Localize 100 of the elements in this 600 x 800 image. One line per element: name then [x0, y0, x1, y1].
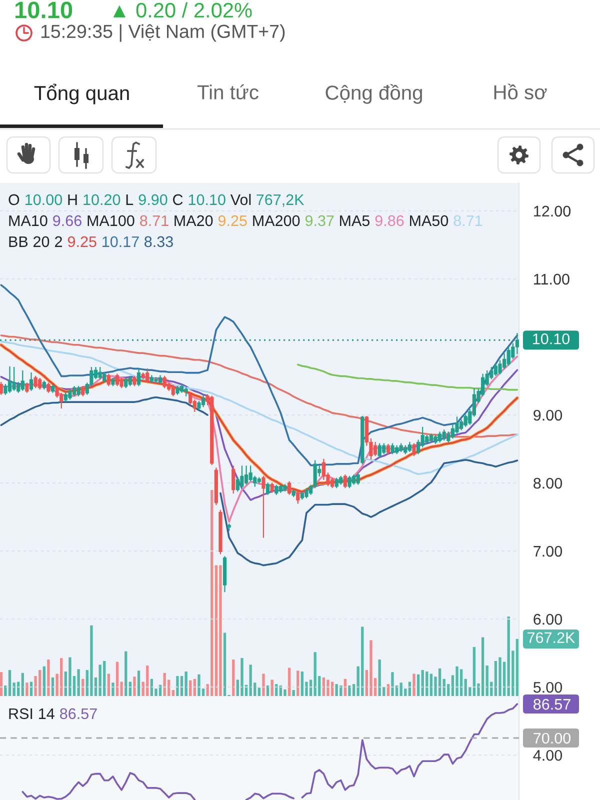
bar	[21, 672, 24, 696]
candlestick	[339, 476, 343, 485]
bar	[292, 690, 295, 696]
bar	[481, 637, 484, 696]
candlestick	[42, 380, 46, 390]
candlestick	[429, 434, 434, 443]
bar	[116, 662, 119, 696]
bar	[352, 684, 356, 696]
text: Hồ sơ	[494, 84, 547, 100]
candlestick	[240, 466, 244, 488]
bar	[124, 651, 128, 696]
bar	[456, 666, 458, 696]
text: O 10.00 H 10.20 L 9.90 C 10.10 Vol 767,2K	[8, 194, 304, 207]
y-tick-label: 11.00	[534, 274, 570, 285]
candlestick	[12, 367, 16, 391]
bar	[386, 684, 390, 696]
bar	[249, 664, 252, 696]
annotation: RSI 14 86.57	[9, 708, 97, 720]
bar	[258, 688, 261, 696]
bar	[348, 685, 351, 696]
y-tick-label: 86.57	[534, 698, 570, 710]
bar	[335, 684, 338, 696]
candlestick	[146, 368, 150, 383]
candlestick	[214, 468, 218, 506]
candlestick	[180, 384, 184, 393]
bar	[326, 680, 330, 696]
candlestick	[283, 484, 287, 492]
bar	[378, 660, 381, 696]
bar	[68, 657, 72, 696]
candlestick	[158, 375, 162, 384]
y-tick-label: 12.00	[534, 206, 571, 217]
bar	[90, 625, 93, 696]
candlestick	[378, 443, 382, 458]
bar	[214, 565, 218, 696]
candlestick	[72, 386, 76, 396]
candlestick	[124, 378, 128, 388]
line-series	[0, 369, 518, 501]
bar	[370, 640, 372, 696]
text: Tin tức	[197, 84, 258, 100]
candlestick	[132, 376, 136, 386]
y-tick-label: 5.00	[534, 682, 562, 693]
candlestick	[257, 477, 261, 484]
bar	[262, 674, 265, 696]
bar	[184, 671, 188, 696]
bar	[438, 668, 442, 696]
candlestick	[98, 367, 102, 380]
bar	[163, 672, 166, 696]
candlestick	[141, 372, 145, 380]
candlestick	[386, 444, 390, 454]
candlestick	[111, 378, 115, 386]
candlestick	[222, 556, 227, 592]
candlestick	[343, 474, 347, 488]
candlestick	[348, 476, 352, 488]
bar	[391, 672, 394, 696]
bar	[219, 565, 222, 696]
bar	[42, 666, 46, 696]
bar	[288, 668, 291, 696]
bar	[77, 669, 80, 696]
bar	[507, 616, 510, 696]
bar	[322, 677, 326, 696]
candlestick	[373, 442, 378, 456]
bar	[412, 674, 416, 696]
candlestick	[232, 466, 236, 494]
candlestick	[0, 382, 3, 395]
bar	[270, 680, 274, 696]
candlestick	[46, 382, 50, 393]
candlestick	[506, 346, 510, 366]
annotation: BB 20 2 9.25 10.17 8.33	[9, 236, 173, 248]
bar	[464, 678, 467, 696]
bar	[133, 676, 136, 696]
candlestick	[274, 484, 278, 495]
bar	[486, 666, 488, 696]
candlestick	[29, 372, 34, 391]
candlestick	[201, 394, 206, 408]
candlestick	[162, 376, 166, 388]
bar	[240, 658, 244, 696]
candlestick	[154, 377, 158, 383]
candlestick	[404, 445, 408, 454]
bar	[137, 670, 140, 696]
bar	[176, 676, 179, 696]
candlestick	[81, 386, 85, 396]
candlestick	[266, 482, 270, 495]
candlestick	[34, 376, 38, 388]
candlestick	[25, 382, 29, 393]
bar	[300, 671, 304, 696]
candlestick	[334, 478, 338, 488]
bar	[98, 664, 102, 696]
candlestick	[106, 374, 110, 386]
bar	[223, 632, 226, 696]
bar	[26, 682, 28, 696]
y-tick-label: 4.00	[533, 750, 562, 761]
text: Tổng quan	[34, 84, 129, 104]
bar	[502, 662, 506, 696]
bar	[430, 674, 433, 696]
text: ▲ 0.20 / 2.02%	[113, 2, 252, 18]
line-series	[0, 356, 518, 523]
bar	[421, 670, 424, 696]
bar	[189, 680, 192, 696]
bar	[494, 660, 498, 696]
y-tick-label: 70.00	[534, 732, 571, 744]
